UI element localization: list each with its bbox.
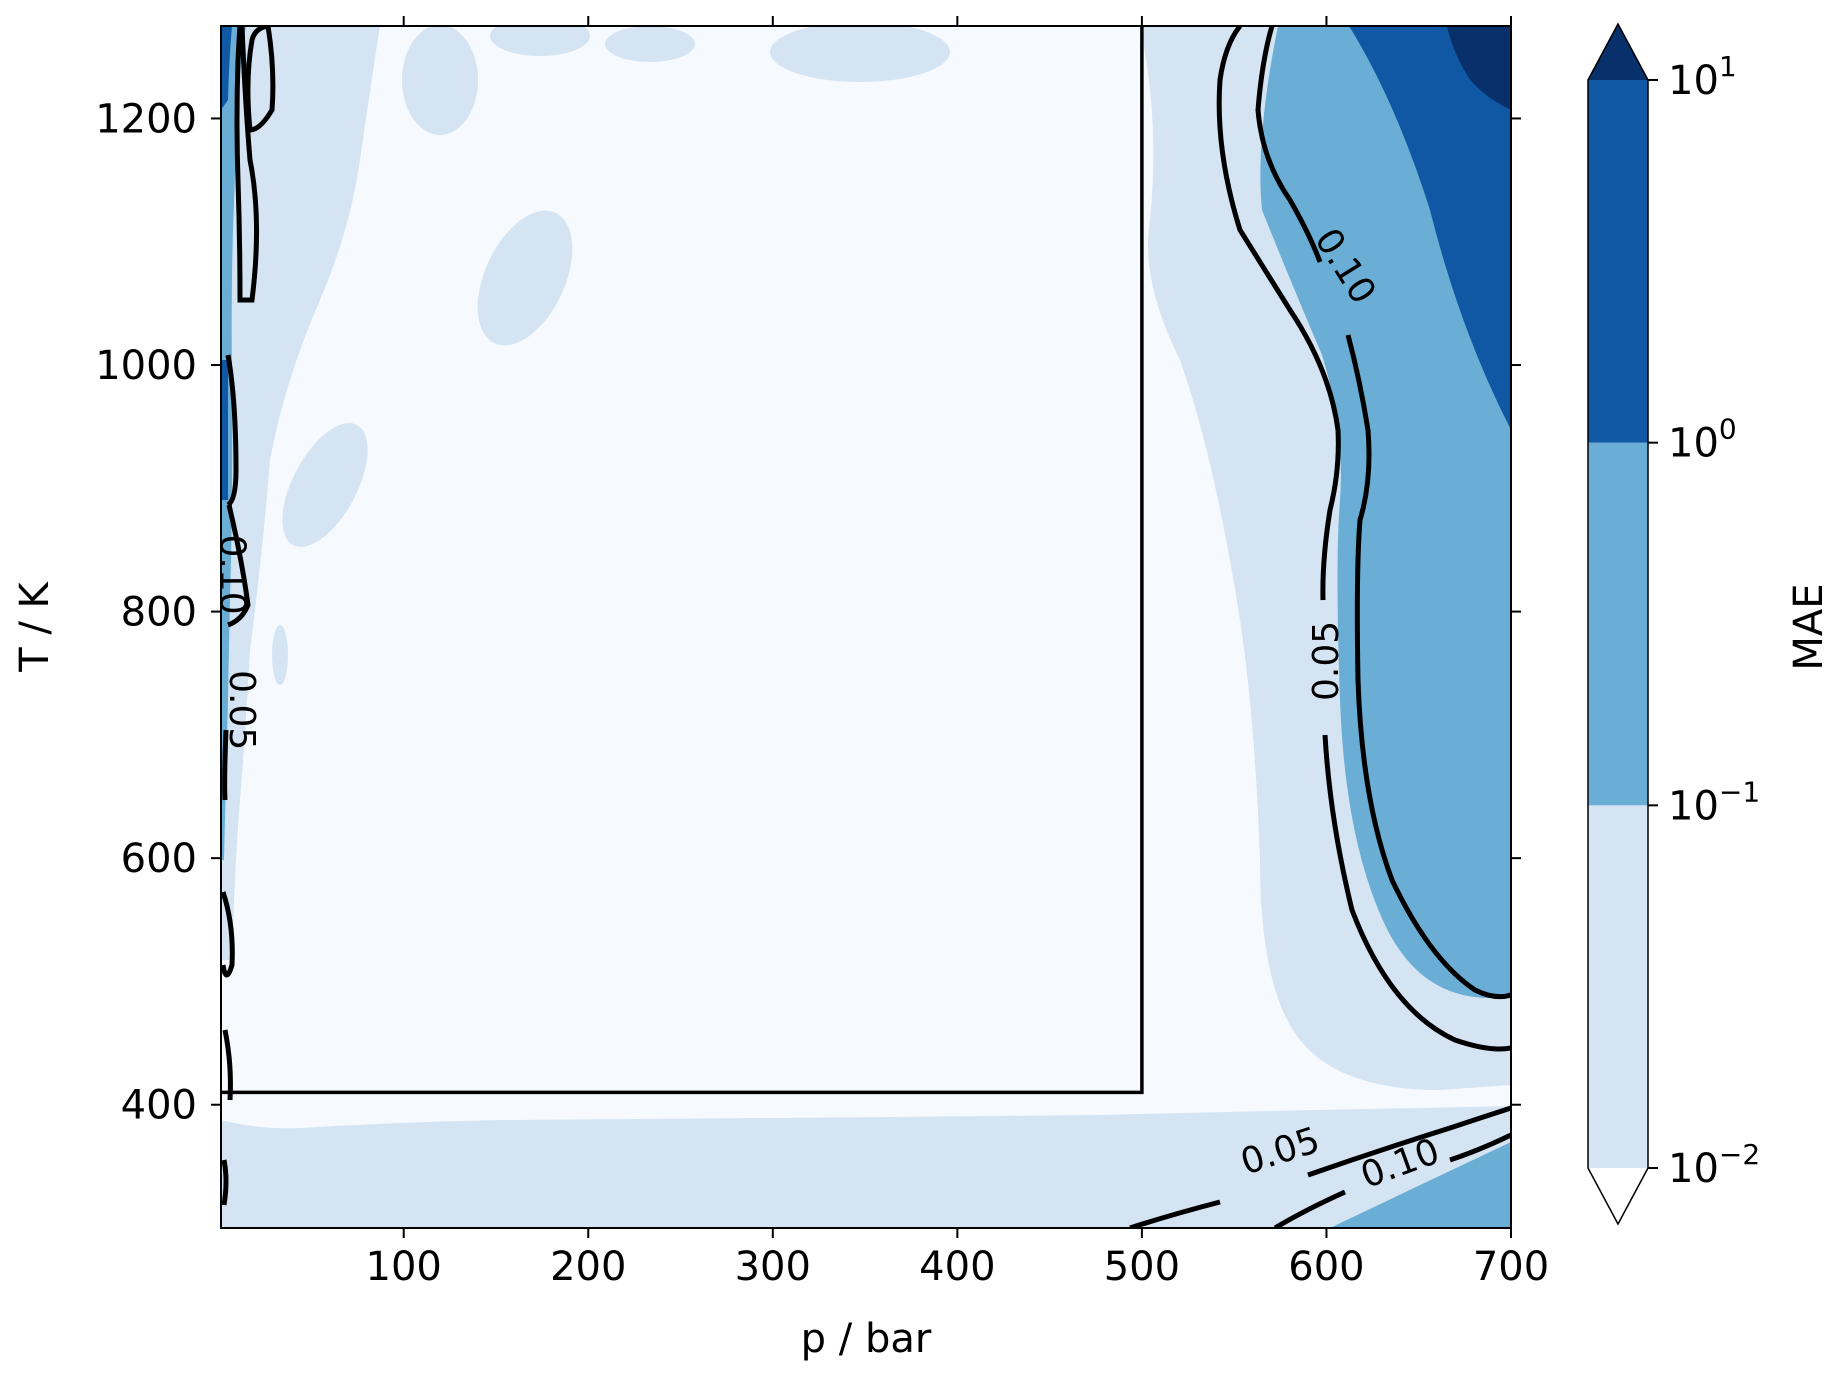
level-medium-bottom — [1330, 1142, 1511, 1228]
colorbar-tick-base: 10 — [1668, 421, 1719, 467]
blob-4 — [770, 26, 950, 82]
x-axis: 100 200 300 400 500 600 700 — [366, 16, 1549, 1290]
colorbar-tick-exponent: −1 — [1719, 775, 1760, 808]
y-axis-label: T / K — [12, 580, 58, 672]
level-dark-right — [1349, 26, 1511, 430]
y-tick-label: 400 — [121, 1083, 197, 1129]
contour-left-6 — [221, 891, 235, 978]
colorbar-tick-label: 10−2 — [1668, 1138, 1760, 1192]
colorbar-extend-low — [1588, 1168, 1648, 1224]
contour-left-2 — [234, 26, 260, 303]
colorbar-tick-base: 10 — [1668, 783, 1719, 829]
axes-frame — [220, 25, 1512, 1229]
colorbar-band — [1588, 805, 1648, 1168]
blob-5 — [477, 210, 573, 346]
colorbar-band — [1588, 80, 1648, 443]
x-tick-label: 500 — [1104, 1244, 1180, 1290]
colorbar-tick-exponent: −2 — [1719, 1138, 1760, 1171]
blob-3 — [605, 26, 695, 62]
contour-left-3 — [225, 354, 239, 508]
colorbar-tick-exponent: 0 — [1719, 413, 1737, 446]
colorbar-tick-label: 10−1 — [1668, 775, 1760, 829]
x-tick-label: 700 — [1473, 1244, 1549, 1290]
colorbar-tick-base: 10 — [1668, 1146, 1719, 1192]
x-axis-label: p / bar — [801, 1316, 932, 1362]
blob-1 — [402, 26, 478, 135]
x-tick-label: 600 — [1288, 1244, 1364, 1290]
y-tick-label: 800 — [121, 590, 197, 636]
y-tick-label: 1000 — [95, 343, 197, 389]
colorbar-label: MAE — [1786, 583, 1832, 670]
level-dark-left-2 — [221, 360, 228, 500]
y-axis: 400 600 800 1000 1200 — [95, 96, 1521, 1129]
contour-left-4 — [226, 504, 251, 628]
colorbar-tick-base: 10 — [1668, 58, 1719, 104]
blob-6 — [282, 423, 368, 547]
colorbar-extend-high — [1588, 24, 1648, 80]
level-dark-left — [221, 26, 232, 110]
x-tick-label: 200 — [550, 1244, 626, 1290]
blob-2 — [490, 26, 590, 56]
contour-label: 0.10 — [212, 535, 253, 615]
contour-005-right — [1216, 26, 1511, 1052]
level-darkest-corner — [1447, 26, 1511, 110]
contour-005-bottom — [1129, 1105, 1511, 1228]
x-tick-label: 100 — [366, 1244, 442, 1290]
colorbar-tick-exponent: 1 — [1719, 50, 1737, 83]
colorbar-tick-label: 101 — [1668, 50, 1737, 104]
y-tick-label: 1200 — [95, 96, 197, 142]
contour-left-5 — [222, 729, 229, 801]
contour-left-8 — [221, 1159, 229, 1206]
colorbar-tick-label: 100 — [1668, 413, 1737, 467]
level-medium-left — [221, 26, 246, 860]
contour-010-right — [1255, 26, 1511, 1000]
y-tick-label: 600 — [121, 836, 197, 882]
training-region-box — [221, 26, 1144, 1095]
contour-010-bottom — [1273, 1132, 1511, 1228]
contour-lines — [221, 26, 1511, 1228]
colorbar-band — [1588, 442, 1648, 806]
level-light-bottom — [221, 1106, 1511, 1228]
x-tick-label: 400 — [919, 1244, 995, 1290]
contour-label: 0.05 — [1306, 621, 1347, 701]
blob-7 — [272, 625, 288, 685]
x-tick-label: 300 — [735, 1244, 811, 1290]
contour-label: 0.05 — [221, 670, 262, 750]
level-light-left — [221, 26, 380, 960]
